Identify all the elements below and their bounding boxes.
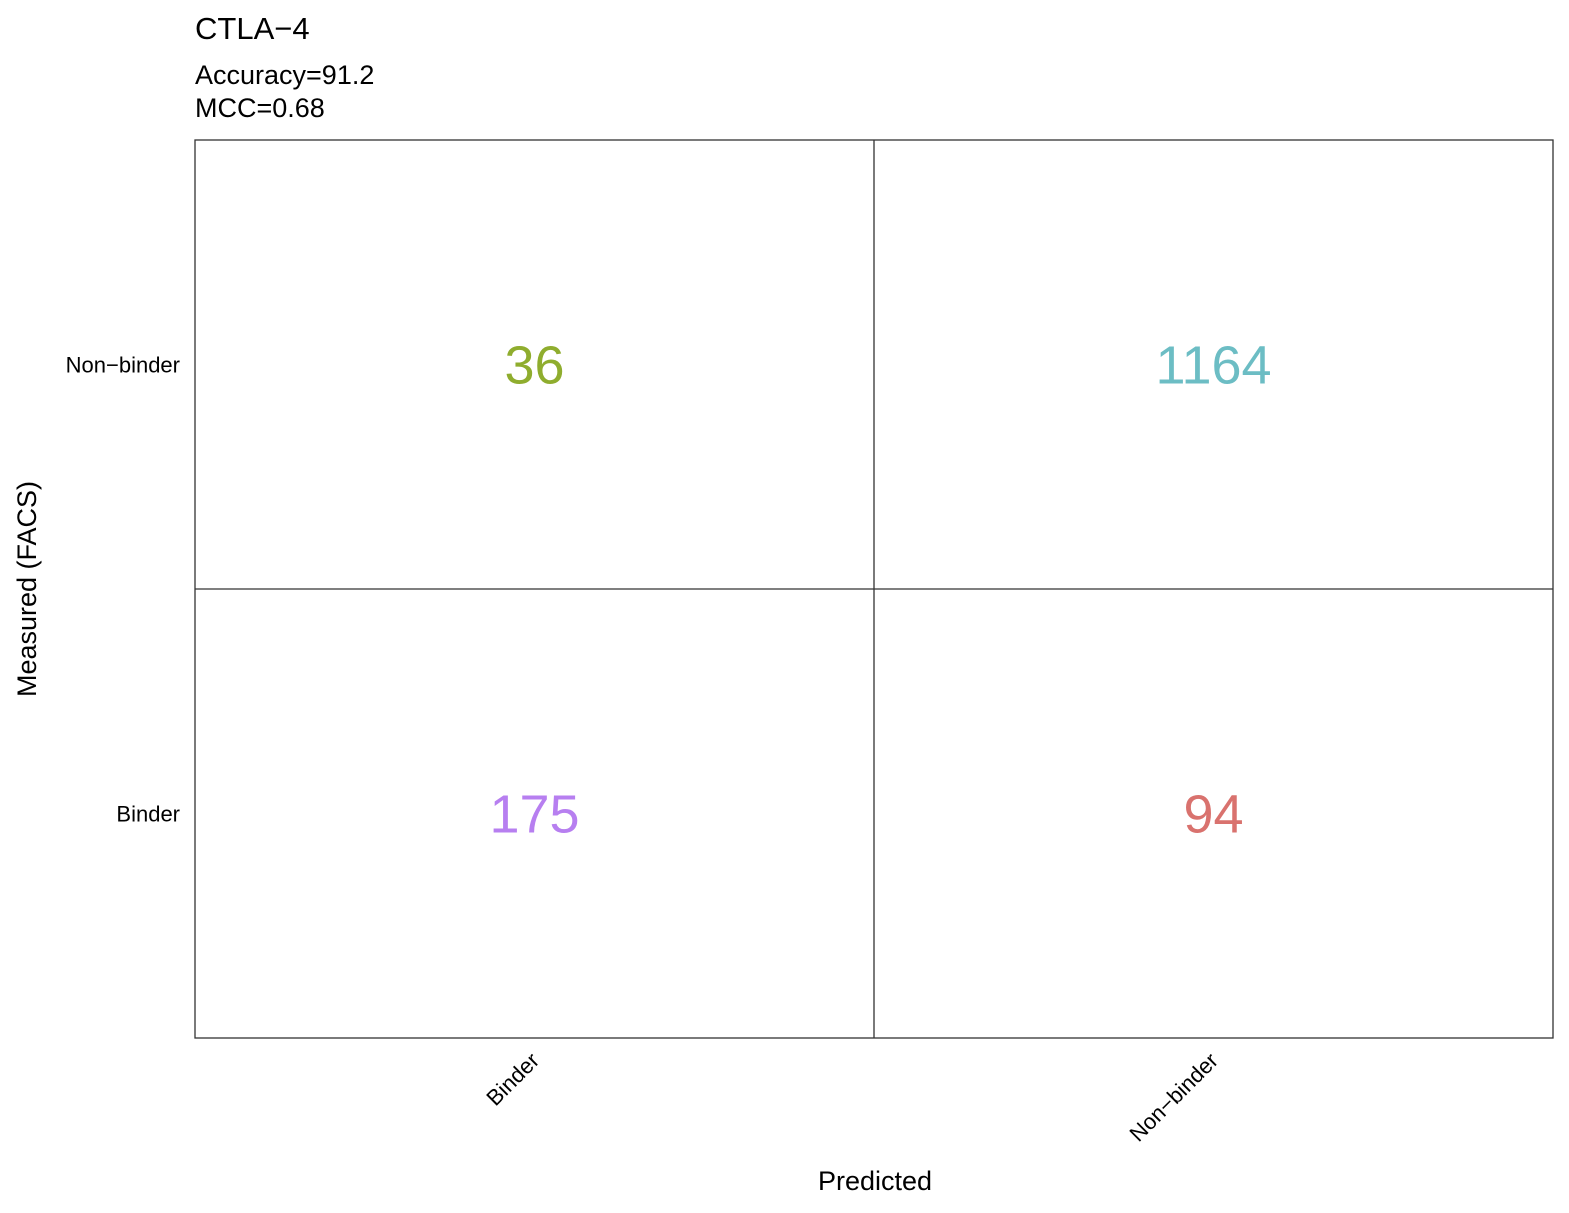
subtitle-mcc: MCC=0.68 — [195, 93, 325, 123]
cell-value-label: 36 — [504, 336, 564, 396]
y-tick-label: Non−binder — [66, 353, 180, 378]
cell-value-label: 175 — [489, 785, 579, 845]
x-tick-label: Non−binder — [1124, 1048, 1223, 1147]
subtitle-accuracy: Accuracy=91.2 — [195, 60, 374, 90]
cell-value-label: 94 — [1183, 785, 1243, 845]
plot-area: 36 1164 175 94 Binder Non−binder Binder Non−bin… — [66, 139, 1554, 1147]
x-axis-title: Predicted — [818, 1166, 932, 1196]
y-tick-label: Binder — [116, 802, 180, 827]
y-axis-title: Measured (FACS) — [12, 481, 42, 697]
x-tick-label: Binder — [481, 1048, 544, 1111]
chart-title: CTLA−4 — [195, 11, 310, 46]
cell-value-label: 1164 — [1155, 336, 1271, 396]
